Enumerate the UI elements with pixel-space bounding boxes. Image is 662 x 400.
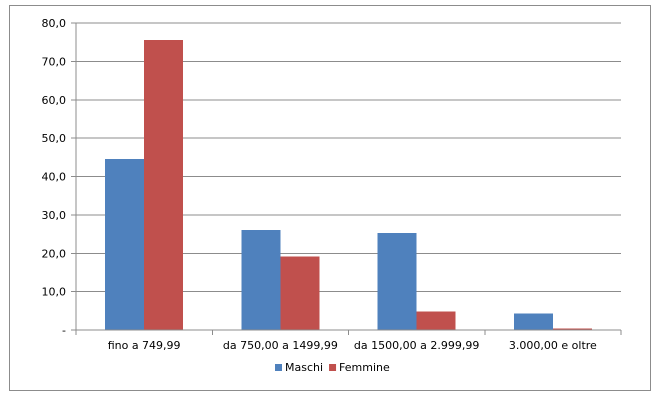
y-tick-label: 20,0 [42, 247, 67, 260]
legend-swatch-femmine [329, 364, 337, 371]
legend-label-femmine: Femmine [339, 361, 390, 374]
bar-maschi-3 [513, 313, 553, 330]
y-tick-label: 30,0 [42, 209, 67, 222]
axes [71, 22, 622, 335]
x-tick-label: fino a 749,99 [108, 339, 181, 352]
legend: Maschi Femmine [275, 361, 390, 374]
bar-femmine-3 [552, 328, 592, 330]
y-tick-label: 50,0 [42, 132, 67, 145]
y-tick-labels: - 10,0 20,0 30,0 40,0 50,0 60,0 70,0 80,0 [42, 17, 67, 337]
y-tick-label: 80,0 [42, 17, 67, 30]
bar-femmine-1 [280, 256, 320, 330]
legend-label-maschi: Maschi [285, 361, 323, 374]
y-tick-label: 10,0 [42, 286, 67, 299]
y-tick-label: 60,0 [42, 94, 67, 107]
y-tick-label: - [62, 324, 66, 337]
bar-maschi-0 [105, 159, 145, 330]
bars [105, 39, 592, 330]
bar-femmine-2 [416, 311, 456, 330]
y-tick-label: 70,0 [42, 55, 67, 68]
legend-swatch-maschi [275, 364, 282, 371]
x-tick-label: da 750,00 a 1499,99 [223, 339, 338, 352]
x-tick-labels: fino a 749,99 da 750,00 a 1499,99 da 1500,… [108, 339, 597, 352]
bar-femmine-0 [144, 39, 184, 330]
x-tick-label: 3.000,00 e oltre [509, 339, 597, 352]
x-tick-label: da 1500,00 a 2.999,99 [354, 339, 479, 352]
y-tick-label: 40,0 [42, 171, 67, 184]
bar-maschi-2 [377, 232, 417, 330]
bar-maschi-1 [241, 230, 281, 330]
